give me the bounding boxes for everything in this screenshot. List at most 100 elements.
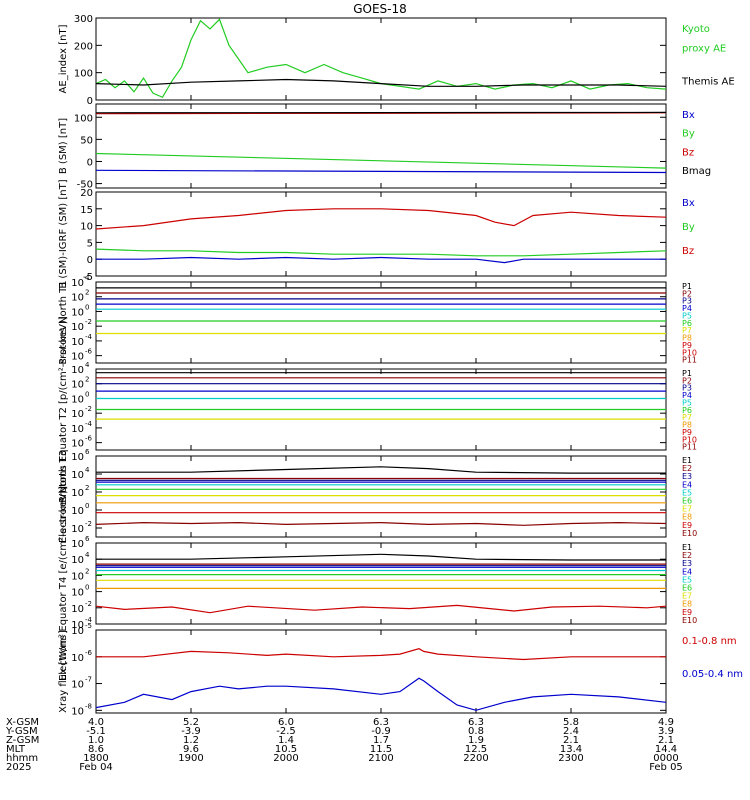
legend-label-eet4-E10: E10 — [682, 616, 697, 625]
y-tick-label-eet4: 10 — [71, 620, 84, 631]
series-line-xray-0108nm — [96, 648, 666, 661]
series-line-ent3-E1 — [96, 466, 666, 474]
y-tick-label-ae: 100 — [74, 69, 93, 80]
legend-label-pnt1-P1: P1 — [682, 282, 692, 291]
y-tick-label-eet4: 10 — [71, 555, 84, 566]
panel-frame-eet4 — [95, 542, 667, 625]
legend-label-pnt1-P5: P5 — [682, 311, 692, 320]
y-tick-exponent-pet2: 2 — [85, 376, 89, 384]
legend-label-bigrf-Bx: Bx — [682, 198, 695, 209]
y-tick-label-xray: 10 — [71, 706, 84, 717]
x-row-value: 2.4 — [563, 726, 579, 737]
y-tick-label-ae: 300 — [74, 14, 93, 25]
y-tick-label-ent3: 10 — [71, 452, 84, 463]
legend-label-pnt1-P4: P4 — [682, 304, 692, 313]
series-line-bsm-By — [95, 152, 667, 169]
y-tick-exponent-xray: -7 — [85, 676, 92, 684]
legend-label-eet4-E2: E2 — [682, 551, 692, 560]
series-line-bigrf-Bx — [96, 256, 666, 264]
date-end-label: Feb 05 — [649, 762, 683, 773]
y-tick-label-bsm: 0 — [87, 157, 93, 168]
legend-label-pnt1-P8: P8 — [682, 334, 692, 343]
legend-label-eet4-E8: E8 — [682, 600, 692, 609]
legend-label-ent3-E3: E3 — [682, 472, 692, 481]
y-tick-exponent-pnt1: -6 — [85, 348, 93, 356]
x-row-value: -0.9 — [371, 726, 391, 737]
x-row-name: Y-GSM — [5, 726, 38, 737]
x-row-value: 0000 — [653, 753, 678, 764]
x-row-value: 5.2 — [183, 717, 199, 728]
y-tick-exponent-eet4: 0 — [85, 584, 89, 592]
x-row-value: 6.0 — [278, 717, 294, 728]
y-tick-label-pet2: 10 — [71, 394, 84, 405]
x-row-value: 2100 — [368, 753, 393, 764]
series-line-bigrf-Bz — [95, 208, 667, 230]
legend-label-eet4-E7: E7 — [682, 592, 692, 601]
y-tick-label-bigrf: -5 — [83, 272, 93, 283]
y-tick-label-pnt1: 10 — [71, 352, 84, 363]
legend-label-ent3-E5: E5 — [682, 488, 692, 497]
x-row-value: 1.7 — [373, 735, 389, 746]
legend-label-pet2-P3: P3 — [682, 384, 692, 393]
series-line-eet4-E9 — [95, 604, 667, 614]
y-tick-label-bsm: 50 — [80, 135, 93, 146]
panel-frame-xray — [95, 629, 667, 714]
x-row-name: X-GSM — [6, 717, 39, 728]
legend-label-eet4-E9: E9 — [682, 608, 692, 617]
y-tick-label-eet4: 10 — [71, 604, 84, 615]
y-tick-label-pnt1: 10 — [71, 307, 84, 318]
y-tick-exponent-ent3: -2 — [85, 520, 92, 528]
y-tick-label-xray: 10 — [71, 626, 84, 637]
legend-label-ent3-E1: E1 — [682, 456, 692, 465]
legend-label-bsm-Bmag: Bmag — [682, 166, 711, 177]
y-tick-label-pet2: 10 — [71, 365, 84, 376]
x-row-value: 12.5 — [465, 744, 487, 755]
year-label: 2025 — [6, 762, 31, 773]
legend-label-pet2-P1: P1 — [682, 369, 692, 378]
legend-label-pnt1-P7: P7 — [682, 326, 692, 335]
y-tick-label-pet2: 10 — [71, 380, 84, 391]
series-line-eet4-E1 — [96, 553, 666, 561]
x-row-value: 1.2 — [183, 735, 199, 746]
series-line-xray-00504nm — [95, 677, 667, 711]
y-tick-label-xray: 10 — [71, 680, 84, 691]
y-tick-exponent-pnt1: -4 — [85, 333, 93, 341]
panel-frame-bsm — [95, 103, 667, 189]
legend-label-pet2-P2: P2 — [682, 376, 692, 385]
y-tick-exponent-xray: -8 — [85, 702, 92, 710]
y-tick-label-eet4: 10 — [71, 539, 84, 550]
panel-frame-bigrf — [95, 191, 667, 277]
y-axis-title-bsm: B (SM) [nT] — [58, 118, 69, 174]
x-row-name: MLT — [6, 744, 26, 755]
y-tick-label-pet2: 10 — [71, 409, 84, 420]
series-line-ent3-E10 — [95, 521, 667, 526]
x-row-value: -5.1 — [86, 726, 106, 737]
y-tick-exponent-pnt1: 4 — [85, 274, 90, 282]
legend-label-eet4-E6: E6 — [682, 584, 692, 593]
x-row-value: 2000 — [273, 753, 298, 764]
y-tick-label-bigrf: 5 — [87, 238, 93, 249]
legend-label-ae-KyotoproxyAE: Kyoto — [682, 24, 710, 35]
x-row-value: 13.4 — [560, 744, 582, 755]
y-tick-label-pet2: 10 — [71, 439, 84, 450]
x-row-value: 9.6 — [183, 744, 199, 755]
y-tick-exponent-eet4: 2 — [85, 567, 89, 575]
y-tick-exponent-ent3: 2 — [85, 484, 89, 492]
x-row-value: 1800 — [83, 753, 108, 764]
y-tick-label-eet4: 10 — [71, 588, 84, 599]
legend-label-ae-ThemisAE: Themis AE — [681, 76, 735, 87]
y-axis-title-pet2: Protons Equator T2 [p/(cm²-s-sr-keV)] — [58, 316, 69, 503]
legend-label-bsm-Bx: Bx — [682, 110, 695, 121]
y-tick-label-pnt1: 10 — [71, 322, 84, 333]
legend-label-ent3-E4: E4 — [682, 480, 692, 489]
legend-label-pet2-P5: P5 — [682, 398, 692, 407]
x-row-value: 4.9 — [658, 717, 674, 728]
y-axis-title-xray: Xray flux [W/m²] — [58, 630, 69, 713]
x-row-value: 8.6 — [88, 744, 104, 755]
y-tick-exponent-pet2: 4 — [85, 361, 90, 369]
legend-label-pet2-P8: P8 — [682, 421, 692, 430]
y-tick-exponent-pet2: -4 — [85, 420, 93, 428]
plot-title: GOES-18 — [353, 2, 407, 16]
y-tick-exponent-ent3: 6 — [85, 448, 90, 456]
